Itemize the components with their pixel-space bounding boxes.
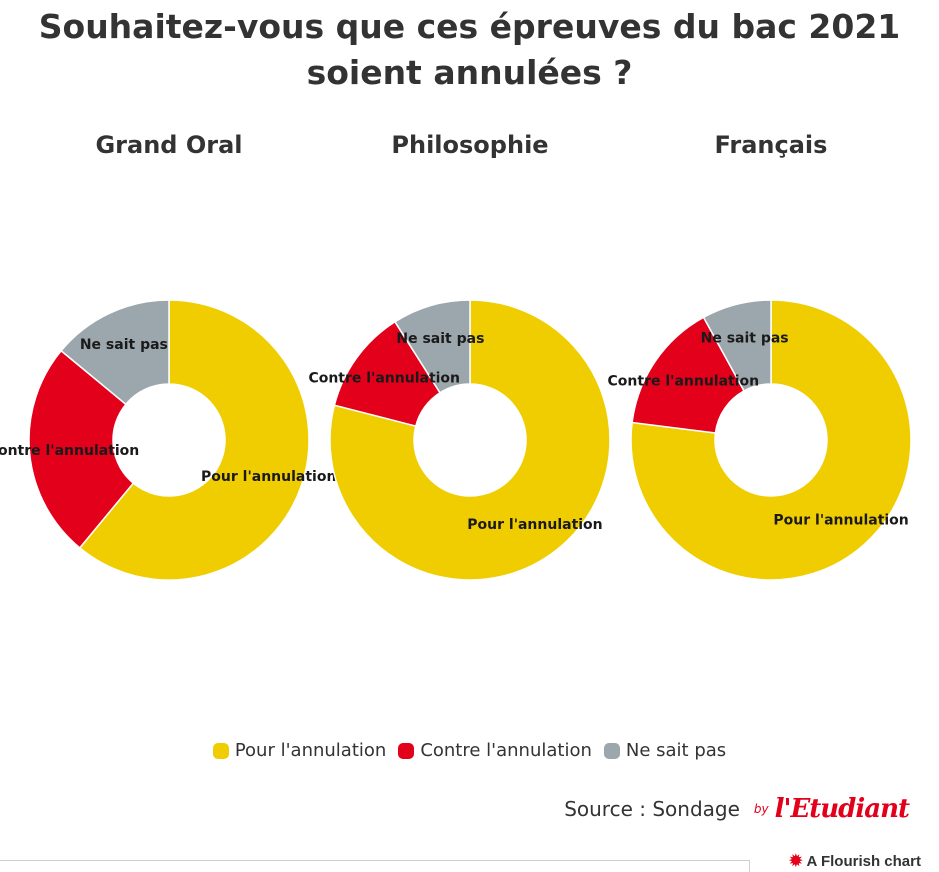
donut-slice-nsp[interactable]: [702, 299, 772, 392]
donut-label-nsp: Ne sait pas: [701, 330, 789, 346]
donut-label-pour: Pour l'annulation: [201, 469, 336, 485]
donut-slice-nsp[interactable]: [60, 299, 170, 406]
donut-title: Français: [715, 131, 828, 159]
donut-label-contre: Contre l'annulation: [0, 443, 139, 459]
legend-swatch-nsp: [603, 742, 620, 759]
footer-divider: [0, 860, 750, 872]
legend-item-pour[interactable]: Pour l'annulation: [212, 740, 387, 761]
donut-label-contre: Contre l'annulation: [608, 373, 760, 389]
donut-label-contre: Contre l'annulation: [308, 371, 460, 387]
flourish-star-icon: ✹: [789, 853, 803, 870]
legend-swatch-pour: [212, 742, 229, 759]
legend-label-contre: Contre l'annulation: [420, 740, 592, 761]
donut-0: Grand Oral Pour l'annulation Contre l'annu…: [0, 131, 336, 581]
donut-label-pour: Pour l'annulation: [467, 517, 602, 533]
legend-label-pour: Pour l'annulation: [234, 740, 387, 761]
donut-1: Philosophie Pour l'annulation Contre l'ann…: [308, 131, 611, 581]
donut-slice-nsp[interactable]: [393, 299, 471, 394]
source-credit: Source : Sondage by l'Etudiant: [564, 794, 910, 824]
donut-slice-contre[interactable]: [28, 349, 135, 549]
source-by: by: [753, 802, 769, 816]
legend-item-contre[interactable]: Contre l'annulation: [398, 740, 592, 761]
donut-title: Grand Oral: [95, 131, 242, 159]
donut-slice-pour[interactable]: [630, 299, 912, 581]
letudiant-logo[interactable]: l'Etudiant: [774, 794, 910, 824]
legend-label-nsp: Ne sait pas: [625, 740, 727, 761]
donut-2: Français Pour l'annulation Contre l'annula…: [608, 131, 912, 581]
donut-label-nsp: Ne sait pas: [396, 331, 484, 347]
flourish-credit-label: A Flourish chart: [806, 852, 921, 870]
flourish-credit[interactable]: ✹ A Flourish chart: [789, 851, 921, 871]
donut-slice-pour[interactable]: [78, 299, 310, 581]
chart-title: Souhaitez-vous que ces épreuves du bac 2…: [38, 7, 901, 92]
legend-swatch-contre: [398, 742, 415, 759]
donut-label-nsp: Ne sait pas: [80, 337, 168, 353]
donut-label-pour: Pour l'annulation: [773, 513, 908, 529]
donut-slice-contre[interactable]: [631, 316, 746, 434]
source-text: Source : Sondage: [564, 797, 740, 821]
donut-title: Philosophie: [391, 131, 548, 159]
donut-slice-pour[interactable]: [329, 299, 611, 581]
legend: Pour l'annulation Contre l'annulation Ne…: [0, 740, 939, 761]
legend-item-nsp[interactable]: Ne sait pas: [603, 740, 727, 761]
